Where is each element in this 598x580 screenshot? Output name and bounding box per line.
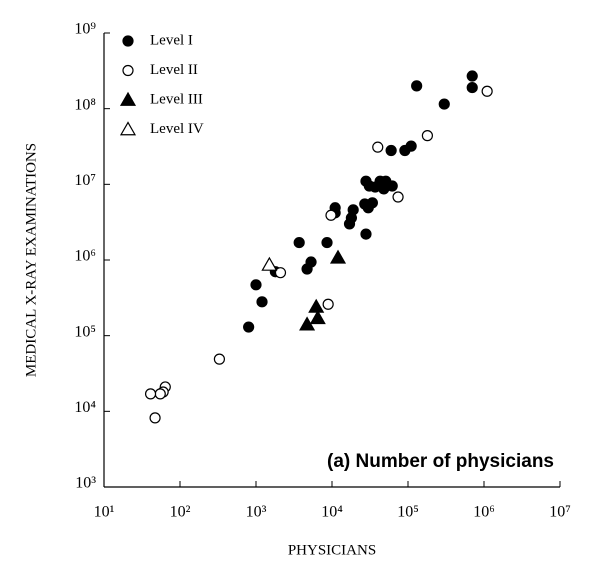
legend-label: Level II	[150, 62, 198, 78]
y-tick-label: 10⁴	[74, 399, 96, 416]
data-point	[250, 279, 262, 291]
y-tick-label: 10⁷	[74, 172, 96, 189]
data-point	[299, 316, 316, 331]
data-point	[309, 310, 326, 325]
data-point	[144, 388, 157, 400]
x-tick-label: 10⁶	[473, 504, 495, 521]
y-tick-label: 10⁸	[74, 96, 96, 113]
data-point	[321, 236, 333, 249]
data-point	[466, 81, 478, 94]
data-point	[421, 130, 434, 142]
data-point	[386, 180, 398, 192]
data-point	[213, 353, 226, 365]
data-point	[256, 296, 268, 308]
y-tick-label: 10⁶	[74, 248, 96, 265]
legend-label: Level III	[150, 91, 203, 107]
data-point	[411, 80, 423, 92]
data-point	[405, 140, 417, 152]
legend-marker	[122, 35, 134, 47]
x-tick-label: 10³	[246, 504, 267, 521]
legend-marker	[119, 121, 137, 136]
data-point	[322, 298, 334, 310]
x-tick-label: 10⁷	[549, 504, 571, 521]
data-point	[372, 141, 384, 153]
data-point	[360, 228, 372, 240]
data-point	[293, 236, 305, 249]
x-tick-label: 10⁵	[397, 504, 419, 521]
legend-marker	[119, 91, 137, 106]
legend-label: Level IV	[150, 121, 204, 137]
x-axis-label: PHYSICIANS	[288, 542, 376, 558]
y-tick-label: 10³	[75, 475, 96, 492]
y-tick-label: 10⁹	[74, 21, 96, 38]
x-tick-label: 10⁴	[321, 504, 343, 521]
data-point	[466, 70, 478, 82]
legend-marker	[122, 64, 134, 77]
x-tick-label: 10²	[170, 504, 191, 521]
x-tick-label: 10¹	[94, 504, 115, 521]
data-point	[261, 256, 278, 271]
data-point	[308, 298, 325, 313]
y-axis-label: MEDICAL X-RAY EXAMINATIONS	[23, 143, 39, 377]
data-point	[385, 144, 397, 157]
data-point	[392, 191, 404, 203]
legend-label: Level I	[150, 32, 193, 48]
data-point	[438, 98, 450, 110]
data-point	[362, 202, 374, 214]
data-point	[149, 412, 161, 424]
data-point	[481, 85, 493, 97]
data-point	[243, 321, 255, 333]
y-tick-label: 10⁵	[74, 323, 96, 340]
data-point	[274, 267, 287, 279]
data-point	[329, 249, 347, 264]
data-point	[343, 218, 356, 230]
data-point	[360, 175, 372, 187]
data-point	[301, 263, 313, 275]
data-point	[325, 209, 337, 221]
data-point	[154, 388, 166, 400]
annotation: (a) Number of physicians	[327, 451, 554, 472]
